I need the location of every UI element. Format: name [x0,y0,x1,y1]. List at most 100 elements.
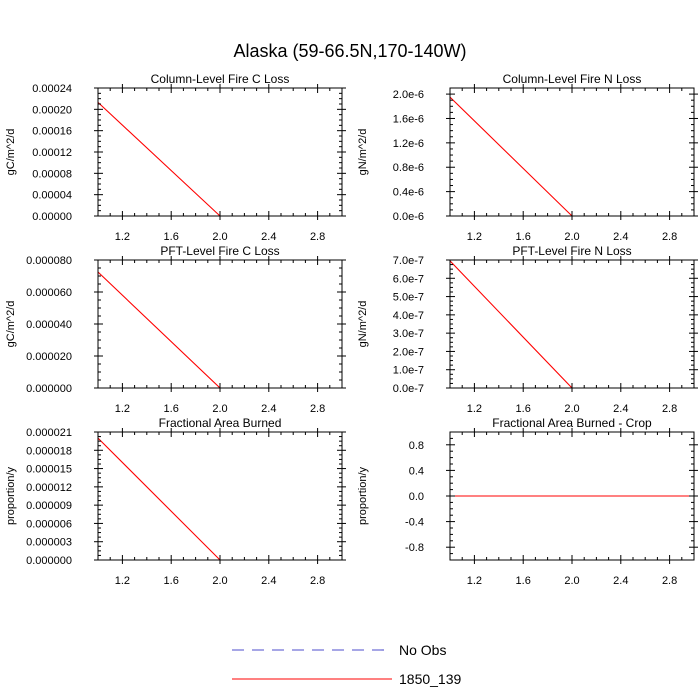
y-axis-label: gC/m^2/d [5,301,17,348]
y-tick-label: 0.000003 [26,537,72,549]
panel-3: PFT-Level Fire C Loss gC/m^2/d 1.2 1.6 2.0 2.… [5,244,346,415]
y-tick-label: -0.4 [405,517,424,529]
x-tick-label: 1.2 [467,575,482,587]
x-tick-label: 1.2 [467,403,482,415]
panel-title: Column-Level Fire N Loss [503,72,642,86]
x-tick-label: 1.6 [516,575,531,587]
y-tick-label: 1.6e-6 [393,113,424,125]
y-tick-label: 3.0e-7 [393,328,424,340]
y-tick-label: 0.00016 [32,126,72,138]
panel-title: PFT-Level Fire N Loss [512,244,631,258]
y-tick-label: 0.000020 [26,351,72,363]
y-tick-label: 0.4 [409,465,424,477]
x-tick-label: 2.4 [613,403,628,415]
y-tick-label: 0.00024 [32,83,72,95]
x-tick-label: 2.4 [613,575,628,587]
x-tick-label: 2.8 [662,403,677,415]
x-tick-label: 1.2 [115,575,130,587]
x-tick-label: 2.0 [564,231,579,243]
y-axis-label: proportion/y [5,466,17,525]
x-tick-label: 2.0 [212,575,227,587]
x-tick-label: 2.8 [310,231,325,243]
y-tick-label: 0.000015 [26,464,72,476]
y-tick-label: 6.0e-7 [393,273,424,285]
panel-2: Column-Level Fire N Loss gN/m^2/d 1.2 1.6 2.… [357,72,698,243]
x-tick-label: 2.0 [564,575,579,587]
x-tick-label: 2.4 [261,575,276,587]
y-tick-label: 0.000060 [26,287,72,299]
x-tick-label: 1.6 [164,403,179,415]
x-tick-label: 2.4 [261,403,276,415]
y-tick-label: 4.0e-7 [393,310,424,322]
plot-frame [97,431,343,561]
x-tick-label: 1.6 [164,231,179,243]
figure-title: Alaska (59-66.5N,170-140W) [233,41,466,61]
plot-frame [97,259,343,389]
y-tick-label: 7.0e-7 [393,255,424,267]
series-line [97,271,342,389]
y-tick-label: 2.0e-7 [393,346,424,358]
y-tick-label: 0.00000 [32,211,72,223]
x-tick-label: 1.6 [516,403,531,415]
panel-title: PFT-Level Fire C Loss [160,244,279,258]
x-tick-label: 2.8 [310,575,325,587]
x-tick-label: 2.4 [261,231,276,243]
x-tick-label: 2.0 [564,403,579,415]
y-axis-label: proportion/y [357,466,369,525]
x-tick-label: 1.2 [467,231,482,243]
plot-frame [97,87,343,217]
y-tick-label: 0.00008 [32,168,72,180]
x-tick-label: 2.0 [212,403,227,415]
panel-4: PFT-Level Fire N Loss gN/m^2/d 1.2 1.6 2.0 2.… [357,244,698,415]
y-tick-label: 0.000012 [26,482,72,494]
panels: Column-Level Fire C Loss gC/m^2/d 1.2 1.6 2.… [5,72,698,587]
y-tick-label: 5.0e-7 [393,292,424,304]
panel-1: Column-Level Fire C Loss gC/m^2/d 1.2 1.6 2.… [5,72,346,243]
x-tick-label: 1.2 [115,403,130,415]
y-tick-label: 0.0e-6 [393,211,424,223]
panel-6: Fractional Area Burned - Crop proportion/… [357,416,698,587]
legend-label: 1850_139 [399,671,462,687]
legend-label: No Obs [399,642,446,658]
x-tick-label: 2.8 [662,231,677,243]
y-tick-label: 0.4e-6 [393,187,424,199]
y-tick-label: -0.8 [405,542,424,554]
x-tick-label: 2.0 [212,231,227,243]
y-axis-label: gC/m^2/d [5,129,17,176]
y-tick-label: 0.00012 [32,147,72,159]
x-tick-label: 1.6 [516,231,531,243]
plot-frame [449,87,695,217]
x-tick-label: 2.4 [613,231,628,243]
y-tick-label: 0.8e-6 [393,162,424,174]
y-tick-label: 0.000000 [26,383,72,395]
plot-frame [449,259,695,389]
y-axis-label: gN/m^2/d [357,301,369,348]
x-tick-label: 2.8 [662,575,677,587]
y-tick-label: 1.0e-7 [393,365,424,377]
y-tick-label: 0.000021 [26,427,72,439]
series-line [449,96,694,217]
legend: No Obs 1850_139 [232,642,462,687]
y-tick-label: 0.00020 [32,104,72,116]
y-tick-label: 0.000040 [26,319,72,331]
series-line [449,260,694,389]
x-tick-label: 1.2 [115,231,130,243]
series-line [97,101,342,217]
y-tick-label: 0.000006 [26,518,72,530]
y-tick-label: 2.0e-6 [393,89,424,101]
x-tick-label: 1.6 [164,575,179,587]
y-tick-label: 0.000080 [26,255,72,267]
y-tick-label: 0.000018 [26,445,72,457]
panel-title: Fractional Area Burned [159,416,282,430]
panel-title: Column-Level Fire C Loss [151,72,290,86]
x-tick-label: 2.8 [310,403,325,415]
y-tick-label: 0.00004 [32,190,72,202]
y-tick-label: 0.000009 [26,500,72,512]
panel-title: Fractional Area Burned - Crop [492,416,652,430]
y-axis-label: gN/m^2/d [357,129,369,176]
y-tick-label: 0.8 [409,440,424,452]
y-tick-label: 0.000000 [26,555,72,567]
series-line [97,437,342,561]
y-tick-label: 1.2e-6 [393,138,424,150]
